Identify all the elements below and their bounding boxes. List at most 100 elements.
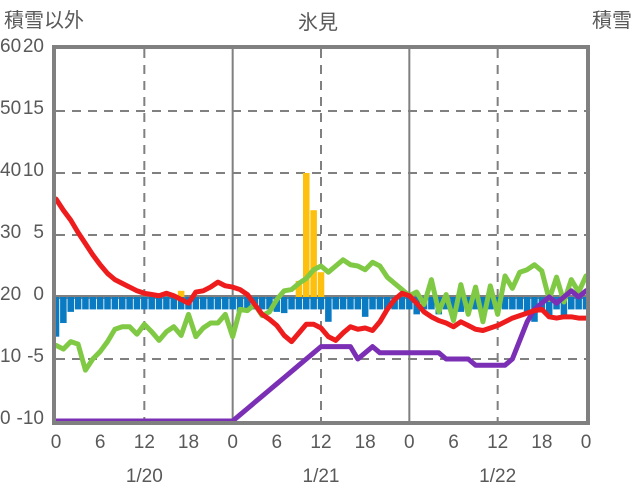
x-axis-tick: 6 (448, 432, 459, 453)
right-axis-tick: 0 (0, 408, 11, 429)
precipitation-bar (96, 297, 104, 310)
snowfall-bar (303, 173, 310, 297)
precipitation-bar (361, 297, 369, 317)
plot-area (52, 45, 590, 425)
precipitation-bar (317, 297, 325, 310)
precipitation-bar (376, 297, 384, 310)
precipitation-bar (266, 297, 273, 310)
precipitation-bar (509, 297, 516, 310)
precipitation-bar (273, 297, 281, 312)
precipitation-bar (148, 297, 155, 310)
precipitation-bar (332, 297, 339, 310)
x-axis-tick: 18 (531, 432, 553, 453)
x-axis-tick: 0 (227, 432, 238, 453)
left-axis-tick: -10 (16, 408, 44, 429)
precipitation-bar (141, 297, 148, 310)
precipitation-bar (479, 297, 487, 310)
precipitation-bar (325, 297, 332, 322)
x-axis-tick: 0 (50, 432, 62, 453)
left-axis-tick: 20 (22, 36, 44, 57)
right-axis-tick: 20 (0, 284, 22, 305)
x-axis-day-label: 1/22 (479, 466, 517, 487)
precipitation-bar (170, 297, 178, 310)
x-axis-tick: 12 (487, 432, 509, 453)
precipitation-bar (582, 297, 586, 310)
snowfall-bar (310, 210, 317, 297)
precipitation-bar (163, 297, 170, 310)
snowfall-bar (295, 280, 303, 297)
precipitation-bar (74, 297, 82, 310)
precipitation-bar (516, 297, 524, 310)
precipitation-bar (347, 297, 354, 310)
snow-depth-line (56, 288, 586, 421)
precipitation-bar (222, 297, 229, 310)
right-axis-tick: 10 (0, 346, 22, 367)
precipitation-bar (523, 297, 531, 315)
precipitation-bar (303, 297, 310, 310)
precipitation-bar (487, 297, 494, 310)
left-axis-tick: 15 (22, 98, 44, 119)
precipitation-bar (398, 297, 406, 310)
precipitation-bar (207, 297, 214, 310)
precipitation-bar (56, 297, 60, 337)
x-axis-tick: 12 (133, 432, 155, 453)
precipitation-bar (383, 297, 391, 310)
precipitation-bar (288, 297, 295, 310)
precipitation-bar (236, 297, 244, 312)
precipitation-bar (310, 297, 317, 310)
precipitation-bar (354, 297, 362, 310)
precipitation-bar (67, 297, 74, 312)
precipitation-bar (133, 297, 141, 310)
precipitation-bar (111, 297, 119, 310)
left-axis-tick: 10 (22, 160, 44, 181)
left-axis-tick: -5 (27, 346, 44, 367)
precipitation-bar (177, 297, 185, 310)
precipitation-bar (501, 297, 509, 310)
precipitation-bar (118, 297, 126, 310)
x-axis-tick: 0 (580, 432, 592, 453)
precipitation-bar (568, 297, 575, 310)
precipitation-bar (406, 297, 413, 310)
precipitation-bar (258, 297, 266, 310)
left-axis-tick: 0 (33, 284, 44, 305)
left-axis-caption: 積雪以外 (4, 10, 84, 32)
chart-title: 氷見 (298, 12, 338, 34)
precipitation-bar (545, 297, 553, 316)
x-axis-tick: 18 (177, 432, 200, 453)
x-axis-day-label: 1/21 (302, 466, 340, 487)
precipitation-bar (295, 297, 303, 310)
precipitation-bar (457, 297, 465, 312)
precipitation-bar (339, 297, 347, 310)
precipitation-bar (82, 297, 89, 310)
precipitation-bar (450, 297, 457, 310)
precipitation-bar (155, 297, 163, 310)
precipitation-bar (280, 297, 288, 314)
chart-svg (56, 49, 586, 421)
right-axis-tick: 50 (0, 98, 22, 119)
precipitation-bar (560, 297, 568, 316)
x-axis-tick: 6 (271, 432, 283, 453)
precipitation-bar (104, 297, 111, 310)
precipitation-bar (428, 297, 435, 310)
precipitation-bar (229, 297, 236, 310)
wind-line (56, 257, 586, 373)
precipitation-bar (369, 297, 376, 310)
precipitation-bar (575, 297, 582, 310)
precipitation-bar (214, 297, 222, 310)
left-axis-tick: 5 (33, 222, 44, 243)
right-axis-caption: 積雪 (592, 10, 632, 32)
right-axis-tick: 40 (0, 160, 22, 181)
precipitation-bar (192, 297, 200, 310)
right-axis-tick: 30 (0, 222, 22, 243)
right-axis-tick: 60 (0, 36, 22, 57)
x-axis-day-label: 1/20 (125, 466, 163, 487)
precipitation-bar (472, 297, 479, 310)
x-axis-tick: 6 (94, 432, 106, 453)
snowfall-bar (177, 290, 185, 297)
x-axis-tick: 12 (310, 432, 332, 453)
precipitation-bar (199, 297, 207, 310)
precipitation-bar (60, 297, 67, 324)
precipitation-bar (89, 297, 97, 310)
x-axis-tick: 18 (354, 432, 376, 453)
precipitation-bar (244, 297, 251, 310)
